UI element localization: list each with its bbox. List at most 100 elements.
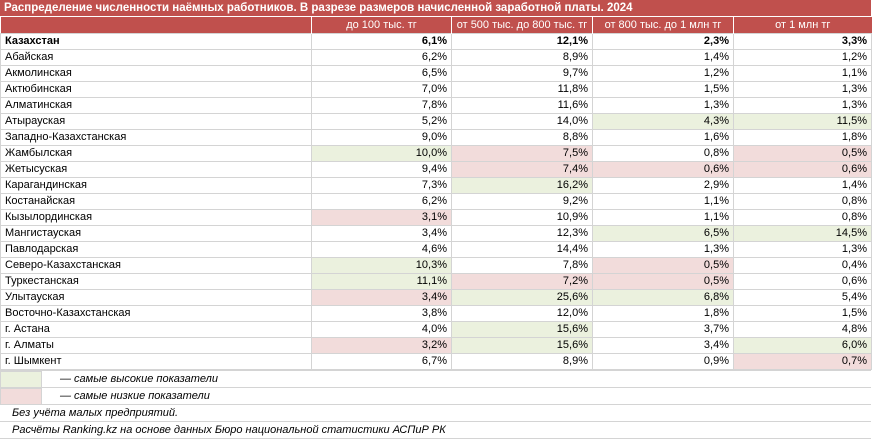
region-name: Павлодарская	[0, 241, 312, 258]
legend: — самые высокие показатели — самые низки…	[0, 370, 871, 405]
note-small-enterprises: Без учёта малых предприятий.	[0, 404, 871, 421]
value-cell-col-1: 7,3%	[311, 177, 452, 194]
value-cell-col-3: 2,3%	[592, 33, 734, 50]
header-col-1: до 100 тыс. тг	[311, 17, 452, 34]
value-cell-col-4: 1,3%	[733, 97, 872, 114]
table-row: г. Шымкент 6,7% 8,9% 0,9% 0,7%	[0, 353, 872, 370]
value-cell-col-4: 0,5%	[733, 145, 872, 162]
value-cell-col-2: 25,6%	[451, 289, 593, 306]
value-cell-col-2: 7,4%	[451, 161, 593, 178]
region-name: Жетысуская	[0, 161, 312, 178]
value-cell-col-3: 1,1%	[592, 193, 734, 210]
value-cell-col-3: 1,8%	[592, 305, 734, 322]
legend-high: — самые высокие показатели	[0, 371, 871, 388]
value-cell-col-3: 6,8%	[592, 289, 734, 306]
table-row: Казахстан 6,1% 12,1% 2,3% 3,3%	[0, 33, 872, 50]
value-cell-col-3: 1,6%	[592, 129, 734, 146]
value-cell-col-1: 6,2%	[311, 49, 452, 66]
value-cell-col-4: 1,2%	[733, 49, 872, 66]
table-row: Западно-Казахстанская 9,0% 8,8% 1,6% 1,8%	[0, 129, 872, 146]
value-cell-col-4: 1,5%	[733, 305, 872, 322]
value-cell-col-4: 0,8%	[733, 193, 872, 210]
table-row: Кызылординская 3,1% 10,9% 1,1% 0,8%	[0, 209, 872, 226]
value-cell-col-2: 9,2%	[451, 193, 593, 210]
value-cell-col-4: 0,6%	[733, 161, 872, 178]
value-cell-col-1: 6,1%	[311, 33, 452, 50]
value-cell-col-4: 1,4%	[733, 177, 872, 194]
value-cell-col-3: 1,3%	[592, 241, 734, 258]
value-cell-col-4: 0,6%	[733, 273, 872, 290]
value-cell-col-4: 6,0%	[733, 337, 872, 354]
table-row: Карагандинская 7,3% 16,2% 2,9% 1,4%	[0, 177, 872, 194]
table-row: г. Астана 4,0% 15,6% 3,7% 4,8%	[0, 321, 872, 338]
value-cell-col-2: 10,9%	[451, 209, 593, 226]
region-name: Восточно-Казахстанская	[0, 305, 312, 322]
value-cell-col-2: 11,6%	[451, 97, 593, 114]
legend-low-label: — самые низкие показатели	[60, 390, 210, 402]
value-cell-col-2: 8,8%	[451, 129, 593, 146]
legend-low-swatch	[0, 388, 42, 405]
region-name: Жамбылская	[0, 145, 312, 162]
value-cell-col-1: 9,4%	[311, 161, 452, 178]
value-cell-col-1: 6,7%	[311, 353, 452, 370]
value-cell-col-2: 11,8%	[451, 81, 593, 98]
legend-low: — самые низкие показатели	[0, 387, 871, 405]
value-cell-col-2: 12,3%	[451, 225, 593, 242]
value-cell-col-3: 3,7%	[592, 321, 734, 338]
value-cell-col-3: 0,5%	[592, 273, 734, 290]
value-cell-col-4: 1,3%	[733, 241, 872, 258]
value-cell-col-4: 1,3%	[733, 81, 872, 98]
region-name: Акмолинская	[0, 65, 312, 82]
region-name: Казахстан	[0, 33, 312, 50]
value-cell-col-1: 3,1%	[311, 209, 452, 226]
value-cell-col-1: 9,0%	[311, 129, 452, 146]
value-cell-col-1: 5,2%	[311, 113, 452, 130]
value-cell-col-4: 3,3%	[733, 33, 872, 50]
value-cell-col-1: 4,6%	[311, 241, 452, 258]
value-cell-col-1: 3,4%	[311, 225, 452, 242]
value-cell-col-3: 3,4%	[592, 337, 734, 354]
value-cell-col-2: 8,9%	[451, 49, 593, 66]
value-cell-col-3: 6,5%	[592, 225, 734, 242]
table-title: Распределение численности наёмных работн…	[0, 0, 871, 17]
salary-distribution-table: до 100 тыс. тг от 500 тыс. до 800 тыс. т…	[0, 17, 872, 370]
table-row: Костанайская 6,2% 9,2% 1,1% 0,8%	[0, 193, 872, 210]
value-cell-col-2: 16,2%	[451, 177, 593, 194]
value-cell-col-1: 11,1%	[311, 273, 452, 290]
region-name: Костанайская	[0, 193, 312, 210]
region-name: Актюбинская	[0, 81, 312, 98]
region-name: Улытауская	[0, 289, 312, 306]
table-row: Жамбылская 10,0% 7,5% 0,8% 0,5%	[0, 145, 872, 162]
value-cell-col-2: 7,8%	[451, 257, 593, 274]
region-name: Карагандинская	[0, 177, 312, 194]
value-cell-col-4: 14,5%	[733, 225, 872, 242]
header-region	[0, 17, 312, 34]
value-cell-col-2: 8,9%	[451, 353, 593, 370]
value-cell-col-2: 7,5%	[451, 145, 593, 162]
table-row: Северо-Казахстанская 10,3% 7,8% 0,5% 0,4%	[0, 257, 872, 274]
value-cell-col-1: 6,2%	[311, 193, 452, 210]
value-cell-col-2: 15,6%	[451, 321, 593, 338]
value-cell-col-3: 0,8%	[592, 145, 734, 162]
value-cell-col-1: 7,8%	[311, 97, 452, 114]
table-row: Улытауская 3,4% 25,6% 6,8% 5,4%	[0, 289, 872, 306]
value-cell-col-1: 3,2%	[311, 337, 452, 354]
table-row: Актюбинская 7,0% 11,8% 1,5% 1,3%	[0, 81, 872, 98]
value-cell-col-2: 14,4%	[451, 241, 593, 258]
value-cell-col-4: 0,8%	[733, 209, 872, 226]
table-row: Восточно-Казахстанская 3,8% 12,0% 1,8% 1,5%	[0, 305, 872, 322]
value-cell-col-3: 0,9%	[592, 353, 734, 370]
value-cell-col-4: 4,8%	[733, 321, 872, 338]
value-cell-col-4: 11,5%	[733, 113, 872, 130]
value-cell-col-3: 1,3%	[592, 97, 734, 114]
value-cell-col-2: 12,0%	[451, 305, 593, 322]
region-name: Туркестанская	[0, 273, 312, 290]
region-name: Западно-Казахстанская	[0, 129, 312, 146]
value-cell-col-1: 3,8%	[311, 305, 452, 322]
table-row: Акмолинская 6,5% 9,7% 1,2% 1,1%	[0, 65, 872, 82]
value-cell-col-4: 0,7%	[733, 353, 872, 370]
value-cell-col-2: 7,2%	[451, 273, 593, 290]
region-name: г. Алматы	[0, 337, 312, 354]
value-cell-col-3: 2,9%	[592, 177, 734, 194]
